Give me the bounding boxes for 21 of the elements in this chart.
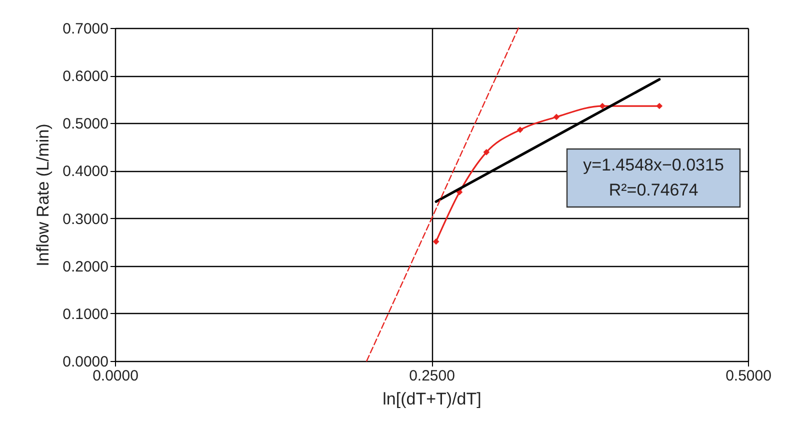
y-tick-label: 0.2000 [62, 258, 108, 276]
point [483, 149, 490, 156]
point [553, 114, 560, 120]
x-tick-label: 0.5000 [726, 368, 772, 384]
point [516, 126, 524, 133]
y-tick-label: 0.6000 [62, 68, 108, 86]
annotation: y=1.4548x−0.0315 [583, 156, 724, 174]
point [599, 102, 606, 110]
y-tick-label: 0.0000 [62, 354, 108, 370]
y-tick-label: 0.3000 [62, 210, 108, 228]
y-axis-title: Inflow Rate (L/min) [34, 124, 53, 266]
x-tick-label: 0.2500 [409, 368, 455, 384]
point [656, 102, 663, 110]
annotation: R²=0.74674 [608, 180, 698, 200]
point [432, 238, 440, 245]
x-axis-title: ln[(dT+T)/dT] [382, 390, 482, 408]
x-tick-label: 0.0000 [92, 368, 138, 384]
y-tick-label: 0.1000 [62, 306, 108, 323]
y-tick-label: 0.5000 [62, 116, 108, 133]
y-tick-label: 0.4000 [62, 163, 108, 180]
y-tick-label: 0.7000 [62, 20, 108, 38]
